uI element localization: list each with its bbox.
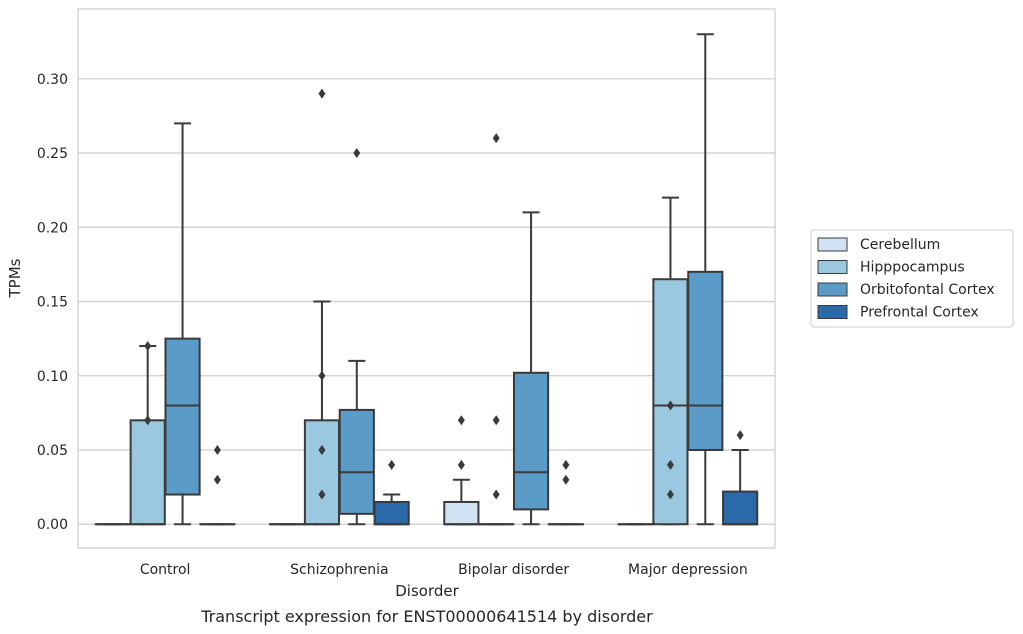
outlier-point (666, 400, 674, 411)
y-tick-label: 0.20 (37, 220, 68, 236)
y-tick-label: 0.25 (37, 146, 68, 162)
legend-swatch (817, 305, 848, 319)
box-body (687, 270, 724, 451)
y-tick-label: 0.30 (37, 72, 68, 88)
outlier-point (736, 430, 744, 441)
outlier-point (318, 489, 326, 500)
y-tick-label: 0.00 (37, 517, 68, 533)
box-orbitofontal-cortex (687, 33, 724, 526)
chart-caption: Transcript expression for ENST0000064151… (200, 607, 653, 626)
box-cerebellum (443, 415, 480, 526)
outlier-point (666, 489, 674, 500)
box-orbitofontal-cortex (164, 122, 201, 526)
plot-frame (77, 8, 776, 549)
box-hipppocampus (303, 88, 341, 526)
box-body (338, 408, 375, 515)
outlier-point (318, 445, 326, 455)
outlier-point (318, 370, 326, 381)
box-orbitofontal-cortex (338, 148, 375, 526)
box-body (512, 371, 550, 511)
x-axis-label: Disorder (395, 582, 459, 600)
y-tick-label: 0.05 (37, 443, 68, 459)
outlier-point (213, 445, 221, 455)
box-body (303, 419, 341, 526)
outlier-point (353, 148, 361, 159)
box-body (129, 419, 166, 526)
y-tick-label: 0.15 (37, 295, 68, 311)
legend-swatch (817, 237, 848, 252)
box-hipppocampus (478, 133, 515, 526)
y-tick-label: 0.10 (37, 369, 68, 385)
outlier-point (457, 415, 465, 426)
x-tick-label: Schizophrenia (290, 562, 388, 578)
outlier-point (144, 415, 152, 426)
outlier-point (492, 489, 500, 500)
legend: Cerebellum Hipppocampus Orbitofontal Corte… (810, 229, 1014, 328)
box-prefrontal-cortex (722, 430, 759, 526)
legend-label: Prefrontal Cortex (860, 305, 979, 321)
legend-frame (810, 229, 1014, 328)
x-tick-label: Major depression (628, 562, 748, 578)
box-orbitofontal-cortex (512, 211, 550, 526)
box-body (443, 500, 480, 526)
box-body (722, 490, 759, 526)
outlier-point (666, 459, 674, 470)
box-body (164, 337, 201, 496)
outlier-point (492, 415, 500, 426)
outlier-point (213, 474, 221, 485)
legend-label: Hipppocampus (860, 260, 965, 276)
outlier-point (562, 474, 570, 485)
outlier-point (318, 88, 326, 99)
box-prefrontal-cortex (547, 459, 584, 526)
outlier-point (388, 459, 396, 470)
box-series (94, 33, 759, 526)
box-hipppocampus (129, 341, 166, 526)
legend-swatch (817, 282, 848, 297)
x-tick-label: Bipolar disorder (458, 562, 569, 578)
box-hipppocampus (652, 196, 689, 526)
legend-label: Orbitofontal Cortex (860, 282, 995, 298)
y-tick-labels: 0.00 0.05 0.10 0.15 0.20 0.25 0.30 (37, 72, 68, 533)
x-tick-label: Control (140, 562, 191, 578)
outlier-point (144, 341, 152, 352)
legend-label: Cerebellum (860, 237, 940, 253)
x-tick-labels: Control Schizophrenia Bipolar disorder Majo… (140, 562, 748, 578)
y-axis-label: TPMs (6, 258, 24, 298)
outlier-point (492, 133, 500, 144)
box-prefrontal-cortex (373, 459, 410, 526)
outlier-point (562, 459, 570, 470)
box-body (373, 500, 410, 526)
outlier-point (457, 459, 465, 470)
box-prefrontal-cortex (199, 445, 236, 526)
legend-swatch (817, 260, 848, 274)
